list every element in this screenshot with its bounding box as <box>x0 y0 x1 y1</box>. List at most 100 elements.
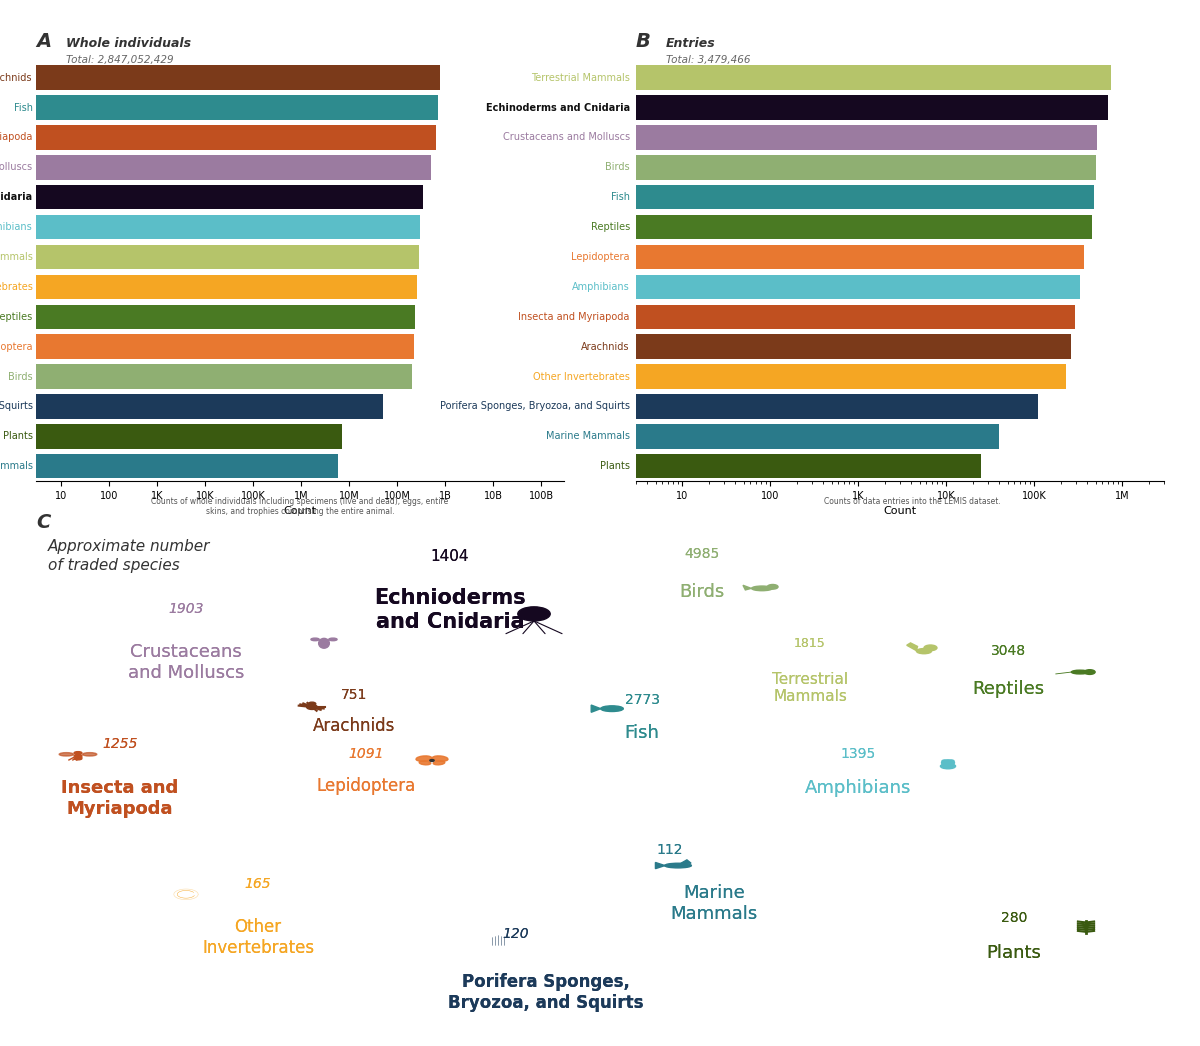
Bar <box>594 454 982 478</box>
Text: Echnioderms
and Cnidaria: Echnioderms and Cnidaria <box>374 588 526 632</box>
Text: Plants: Plants <box>986 943 1042 962</box>
Text: 112: 112 <box>656 843 683 857</box>
Text: 165: 165 <box>245 877 271 891</box>
Ellipse shape <box>311 638 319 641</box>
Text: Terrestrial
Mammals: Terrestrial Mammals <box>772 673 848 704</box>
Text: Birds: Birds <box>605 162 630 173</box>
Text: Other Invertebrates: Other Invertebrates <box>0 282 32 292</box>
Text: Porifera Sponges,
Bryozoa, and Squirts: Porifera Sponges, Bryozoa, and Squirts <box>449 973 643 1011</box>
Text: 3048: 3048 <box>990 644 1026 658</box>
Text: Arachnids: Arachnids <box>581 342 630 351</box>
Ellipse shape <box>419 760 431 765</box>
Text: Fish: Fish <box>611 192 630 202</box>
Text: Amphibians: Amphibians <box>805 779 911 797</box>
Text: 112: 112 <box>656 843 683 857</box>
Circle shape <box>767 585 778 589</box>
Bar <box>13 214 420 240</box>
Text: Arachnids: Arachnids <box>0 73 32 83</box>
Bar <box>594 66 1111 90</box>
Circle shape <box>430 759 434 761</box>
Circle shape <box>949 760 954 761</box>
Text: Total: 3,479,466: Total: 3,479,466 <box>666 54 750 65</box>
Ellipse shape <box>941 764 955 769</box>
Ellipse shape <box>416 756 432 761</box>
Bar <box>594 155 1096 180</box>
Bar <box>594 185 1094 209</box>
Bar <box>13 304 415 329</box>
Text: Porifera Sponges,
Bryozoa, and Squirts: Porifera Sponges, Bryozoa, and Squirts <box>449 973 643 1011</box>
Text: Crustaceans
and Molluscs: Crustaceans and Molluscs <box>128 643 244 682</box>
Text: 280: 280 <box>1001 911 1027 925</box>
Text: 2773: 2773 <box>624 692 660 707</box>
Ellipse shape <box>432 756 448 761</box>
Text: Counts of whole individuals including specimens (live and dead), eggs, entire
sk: Counts of whole individuals including sp… <box>151 497 449 517</box>
Text: 1091: 1091 <box>348 747 384 761</box>
Text: Fish: Fish <box>13 103 32 113</box>
Text: Other
Invertebrates: Other Invertebrates <box>202 918 314 957</box>
Circle shape <box>924 645 937 651</box>
Bar <box>13 126 436 150</box>
Bar <box>13 185 424 209</box>
Ellipse shape <box>83 753 97 756</box>
Ellipse shape <box>917 649 931 654</box>
Text: Insecta and Myriapoda: Insecta and Myriapoda <box>518 312 630 322</box>
Text: Fish: Fish <box>624 724 660 743</box>
Text: Other
Invertebrates: Other Invertebrates <box>202 918 314 957</box>
Text: Birds: Birds <box>679 584 725 601</box>
Text: 3048: 3048 <box>990 644 1026 658</box>
Bar <box>13 245 419 269</box>
Text: Amphibians: Amphibians <box>572 282 630 292</box>
Text: 1404: 1404 <box>431 549 469 565</box>
Bar <box>594 126 1097 150</box>
Text: Lepidoptera: Lepidoptera <box>317 776 415 795</box>
Polygon shape <box>655 863 665 868</box>
Text: 1091: 1091 <box>348 747 384 761</box>
Text: Fish: Fish <box>624 724 660 743</box>
Text: Insecta and
Myriapoda: Insecta and Myriapoda <box>61 779 179 818</box>
Text: Lepidoptera: Lepidoptera <box>317 776 415 795</box>
Text: 1815: 1815 <box>794 637 826 650</box>
Ellipse shape <box>433 760 445 765</box>
Text: 2773: 2773 <box>624 692 660 707</box>
Text: Reptiles: Reptiles <box>972 680 1044 698</box>
Text: Amphibians: Amphibians <box>0 222 32 232</box>
Bar <box>594 304 1075 329</box>
Bar <box>13 95 438 120</box>
Ellipse shape <box>1072 670 1088 674</box>
Bar <box>594 364 1066 389</box>
Text: Crustaceans and Molluscs: Crustaceans and Molluscs <box>503 133 630 142</box>
Text: Reptiles: Reptiles <box>972 680 1044 698</box>
Text: 165: 165 <box>245 877 271 891</box>
Text: 4985: 4985 <box>684 547 720 562</box>
Text: Echinoderms and Cnidaria: Echinoderms and Cnidaria <box>486 103 630 113</box>
Text: 1395: 1395 <box>840 747 876 761</box>
Text: 120: 120 <box>503 927 529 940</box>
Text: Arachnids: Arachnids <box>313 717 395 734</box>
Text: Other Invertebrates: Other Invertebrates <box>533 371 630 382</box>
Circle shape <box>308 702 316 705</box>
Text: 1395: 1395 <box>840 747 876 761</box>
Bar <box>13 424 342 449</box>
Ellipse shape <box>665 863 691 868</box>
Text: 1255: 1255 <box>102 736 138 751</box>
Ellipse shape <box>59 753 73 756</box>
Circle shape <box>518 607 551 621</box>
Bar <box>594 214 1092 240</box>
Text: Approximate number
of traded species: Approximate number of traded species <box>48 539 210 573</box>
Text: Arachnids: Arachnids <box>313 717 395 734</box>
Text: 751: 751 <box>341 687 367 702</box>
Bar <box>13 454 338 478</box>
Text: Reptiles: Reptiles <box>590 222 630 232</box>
Bar <box>594 394 1038 418</box>
Text: Terrestrial
Mammals: Terrestrial Mammals <box>772 673 848 704</box>
Text: Crustaceans
and Molluscs: Crustaceans and Molluscs <box>128 643 244 682</box>
Polygon shape <box>907 643 918 651</box>
Bar <box>594 275 1080 299</box>
Polygon shape <box>680 860 691 863</box>
Text: Marine
Mammals: Marine Mammals <box>671 884 757 923</box>
Text: Plants: Plants <box>986 943 1042 962</box>
Bar <box>594 335 1070 359</box>
Text: Porifera Sponges, Bryozoa, and Squirts: Porifera Sponges, Bryozoa, and Squirts <box>439 402 630 411</box>
Polygon shape <box>592 705 601 712</box>
Text: Porifera Sponges, Bryozoa, and Squirts: Porifera Sponges, Bryozoa, and Squirts <box>0 402 32 411</box>
